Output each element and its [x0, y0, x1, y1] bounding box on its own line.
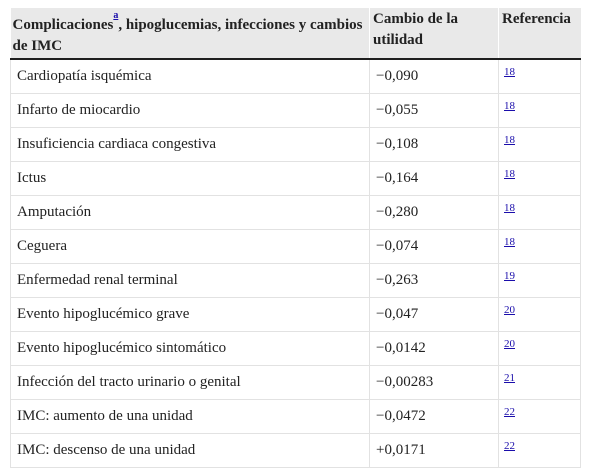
- reference-cell: 20: [498, 331, 581, 366]
- reference-cell: 18: [498, 229, 581, 264]
- utility-change-value: −0,00283: [369, 365, 499, 400]
- reference-link[interactable]: 20: [504, 304, 515, 316]
- reference-cell: 18: [498, 59, 581, 94]
- table-row: Infección del tracto urinario o genital −…: [10, 365, 581, 400]
- utility-change-value: −0,108: [369, 127, 499, 162]
- utility-change-value: −0,0142: [369, 331, 499, 366]
- reference-cell: 20: [498, 297, 581, 332]
- utility-change-value: −0,055: [369, 93, 499, 128]
- table-row: Ceguera −0,074 18: [10, 229, 581, 264]
- complication-label: Ceguera: [10, 229, 370, 264]
- utility-change-value: −0,0472: [369, 399, 499, 434]
- table-row: Cardiopatía isquémica −0,090 18: [10, 59, 581, 94]
- complication-label: IMC: aumento de una unidad: [10, 399, 370, 434]
- table-row: Amputación −0,280 18: [10, 195, 581, 230]
- header-complications-rest: , hipoglucemias, infecciones y cambios d…: [12, 17, 363, 54]
- utility-change-value: −0,164: [369, 161, 499, 196]
- footnote-a-sup: a: [113, 9, 119, 26]
- header-utility-change: Cambio de la utilidad: [369, 8, 499, 60]
- reference-link[interactable]: 18: [504, 100, 515, 112]
- complication-label: Amputación: [10, 195, 370, 230]
- header-row: Complicacionesa, hipoglucemias, infeccio…: [10, 8, 581, 60]
- complication-label: Ictus: [10, 161, 370, 196]
- reference-cell: 18: [498, 161, 581, 196]
- table-row: Ictus −0,164 18: [10, 161, 581, 196]
- utility-table: Complicacionesa, hipoglucemias, infeccio…: [10, 8, 581, 468]
- utility-change-value: +0,0171: [369, 433, 499, 468]
- reference-cell: 21: [498, 365, 581, 400]
- utility-change-value: −0,074: [369, 229, 499, 264]
- utility-change-value: −0,263: [369, 263, 499, 298]
- table-row: Infarto de miocardio −0,055 18: [10, 93, 581, 128]
- reference-link[interactable]: 22: [504, 440, 515, 452]
- table-row: IMC: descenso de una unidad +0,0171 22: [10, 433, 581, 468]
- table-row: Evento hipoglucémico grave −0,047 20: [10, 297, 581, 332]
- table-row: Evento hipoglucémico sintomático −0,0142 2…: [10, 331, 581, 366]
- reference-cell: 22: [498, 433, 581, 468]
- header-complications: Complicacionesa, hipoglucemias, infeccio…: [10, 8, 370, 60]
- utility-change-value: −0,047: [369, 297, 499, 332]
- complication-label: Cardiopatía isquémica: [10, 59, 370, 94]
- table-header: Complicacionesa, hipoglucemias, infeccio…: [10, 8, 581, 60]
- table-row: Insuficiencia cardiaca congestiva −0,108 1…: [10, 127, 581, 162]
- complication-label: Infarto de miocardio: [10, 93, 370, 128]
- complication-label: Evento hipoglucémico sintomático: [10, 331, 370, 366]
- table-row: IMC: aumento de una unidad −0,0472 22: [10, 399, 581, 434]
- header-reference: Referencia: [498, 8, 581, 60]
- reference-link[interactable]: 18: [504, 66, 515, 78]
- reference-link[interactable]: 18: [504, 168, 515, 180]
- reference-link[interactable]: 18: [504, 236, 515, 248]
- utility-table-container: Complicacionesa, hipoglucemias, infeccio…: [10, 8, 581, 468]
- reference-cell: 19: [498, 263, 581, 298]
- utility-change-value: −0,280: [369, 195, 499, 230]
- footnote-a-link[interactable]: a: [113, 9, 119, 21]
- complication-label: Enfermedad renal terminal: [10, 263, 370, 298]
- complication-label: IMC: descenso de una unidad: [10, 433, 370, 468]
- reference-link[interactable]: 21: [504, 372, 515, 384]
- reference-link[interactable]: 18: [504, 134, 515, 146]
- header-complications-main: Complicaciones: [12, 17, 114, 33]
- table-body: Cardiopatía isquémica −0,090 18 Infarto de …: [10, 59, 581, 468]
- table-row: Enfermedad renal terminal −0,263 19: [10, 263, 581, 298]
- reference-link[interactable]: 18: [504, 202, 515, 214]
- reference-link[interactable]: 20: [504, 338, 515, 350]
- complication-label: Infección del tracto urinario o genital: [10, 365, 370, 400]
- utility-change-value: −0,090: [369, 59, 499, 94]
- complication-label: Evento hipoglucémico grave: [10, 297, 370, 332]
- reference-cell: 18: [498, 127, 581, 162]
- complication-label: Insuficiencia cardiaca congestiva: [10, 127, 370, 162]
- reference-cell: 18: [498, 195, 581, 230]
- reference-link[interactable]: 19: [504, 270, 515, 282]
- reference-cell: 22: [498, 399, 581, 434]
- reference-cell: 18: [498, 93, 581, 128]
- reference-link[interactable]: 22: [504, 406, 515, 418]
